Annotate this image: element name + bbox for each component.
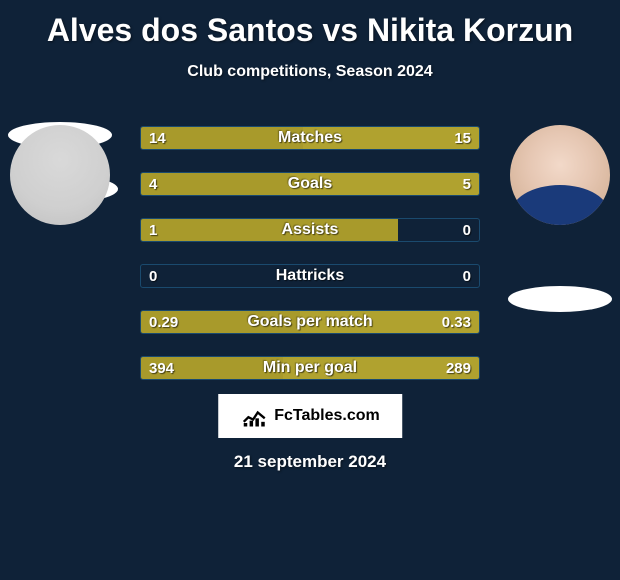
stat-row: 45Goals xyxy=(140,172,480,196)
stat-value-left: 4 xyxy=(141,173,165,195)
bar-fill-left xyxy=(141,219,398,241)
decorative-ellipse xyxy=(508,286,612,312)
stat-row: 0.290.33Goals per match xyxy=(140,310,480,334)
brand-badge: FcTables.com xyxy=(218,394,402,438)
bar-fill-right xyxy=(290,173,479,195)
stat-value-left: 1 xyxy=(141,219,165,241)
stat-row: 10Assists xyxy=(140,218,480,242)
stat-label: Hattricks xyxy=(141,265,479,287)
stat-value-left: 0 xyxy=(141,265,165,287)
stat-row: 1415Matches xyxy=(140,126,480,150)
stat-row: 0 0Hattricks xyxy=(140,264,480,288)
stat-value-right: 0 xyxy=(455,265,479,287)
chart-icon xyxy=(240,402,268,430)
stat-value-right: 5 xyxy=(455,173,479,195)
stat-value-right: 289 xyxy=(438,357,479,379)
stat-value-left: 0.29 xyxy=(141,311,186,333)
stats-container: 1415Matches45Goals10Assists00Hattricks0.… xyxy=(140,126,480,402)
stat-value-left: 14 xyxy=(141,127,174,149)
stat-value-left: 394 xyxy=(141,357,182,379)
player-right-avatar xyxy=(510,125,610,225)
subtitle: Club competitions, Season 2024 xyxy=(0,63,620,81)
date-text: 21 september 2024 xyxy=(0,452,620,472)
player-left-avatar xyxy=(10,125,110,225)
stat-value-right: 15 xyxy=(446,127,479,149)
stat-row: 394289Min per goal xyxy=(140,356,480,380)
brand-text: FcTables.com xyxy=(274,407,380,425)
page-title: Alves dos Santos vs Nikita Korzun xyxy=(0,0,620,49)
stat-value-right: 0.33 xyxy=(434,311,479,333)
stat-value-right: 0 xyxy=(455,219,479,241)
